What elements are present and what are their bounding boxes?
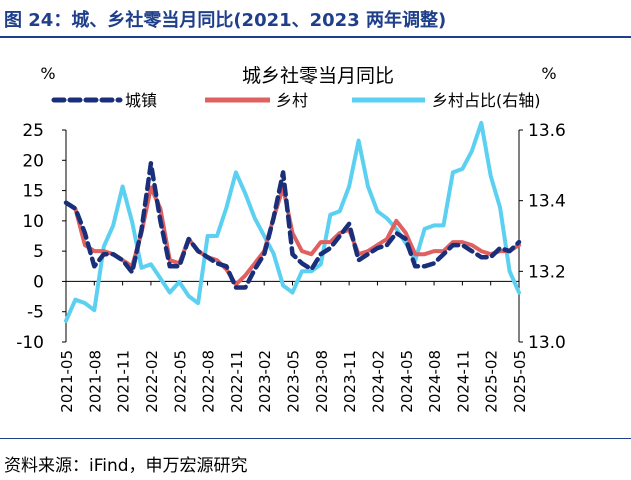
x-tick-label: 2025-05 xyxy=(511,350,529,413)
x-tick-label: 2024-11 xyxy=(454,350,472,413)
x-tick-label: 2023-02 xyxy=(256,350,274,413)
legend: 城镇 乡村 乡村占比(右轴) xyxy=(51,91,541,110)
axes: -10 -5 0 5 10 15 20 25 13.0 13.2 13.4 13.6 2021-05 20… xyxy=(16,121,566,413)
x-tick-label: 2023-11 xyxy=(341,350,359,413)
left-tick-label: 10 xyxy=(22,212,44,232)
x-tick-label: 2024-08 xyxy=(426,350,444,413)
title-divider xyxy=(0,36,631,38)
left-tick-label: -10 xyxy=(16,333,44,353)
right-tick-label: 13.6 xyxy=(528,121,566,141)
left-tick-label: 5 xyxy=(33,242,44,262)
x-tick-label: 2023-05 xyxy=(285,350,303,413)
line-chart: 城乡社零当月同比 % % 城镇 乡村 乡村占比(右轴) -10 -5 0 5 10 15 2… xyxy=(16,64,566,413)
left-tick-label: 25 xyxy=(22,121,44,141)
right-tick-label: 13.2 xyxy=(528,262,566,282)
x-tick-label: 2021-11 xyxy=(115,350,133,413)
x-tick-label: 2021-05 xyxy=(58,350,76,413)
source-divider xyxy=(0,438,631,439)
x-tick-label: 2023-08 xyxy=(313,350,331,413)
legend-label-rural: 乡村 xyxy=(276,91,308,110)
legend-label-urban: 城镇 xyxy=(125,91,157,110)
right-axis-unit: % xyxy=(541,64,556,83)
source-note: 资料来源：iFind，申万宏源研究 xyxy=(4,456,248,476)
x-tick-label: 2022-08 xyxy=(200,350,218,413)
left-axis-unit: % xyxy=(40,64,55,83)
series-line-rural-share xyxy=(64,120,521,323)
x-tick-label: 2024-05 xyxy=(398,350,416,413)
x-tick-label: 2022-05 xyxy=(171,350,189,413)
series-layer xyxy=(63,120,522,323)
chart-title: 城乡社零当月同比 xyxy=(242,65,394,87)
figure-title: 图 24：城、乡社零当月同比(2021、2023 两年调整) xyxy=(4,10,447,31)
left-tick-label: 20 xyxy=(22,151,44,171)
left-tick-label: 0 xyxy=(33,272,44,292)
x-tick-label: 2021-08 xyxy=(86,350,104,413)
x-tick-label: 2022-02 xyxy=(143,350,161,413)
legend-label-rural-share: 乡村占比(右轴) xyxy=(432,91,541,110)
right-tick-label: 13.0 xyxy=(528,333,566,353)
series-line-urban xyxy=(63,161,522,290)
x-tick-label: 2025-02 xyxy=(483,350,501,413)
x-tick-label: 2024-02 xyxy=(369,350,387,413)
left-tick-label: 15 xyxy=(22,182,44,202)
left-tick-label: -5 xyxy=(27,303,44,323)
right-tick-label: 13.4 xyxy=(528,192,566,212)
x-tick-label: 2022-11 xyxy=(228,350,246,413)
